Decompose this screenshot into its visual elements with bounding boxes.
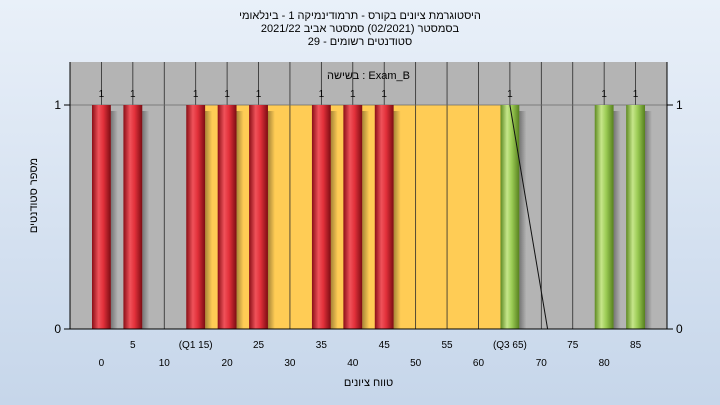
exam-annotation: בשישה : Exam_B xyxy=(327,70,410,82)
bar-value-label: 1 xyxy=(381,89,387,100)
bar-value-label: 1 xyxy=(319,89,325,100)
bar-shadow xyxy=(330,111,338,329)
bar xyxy=(500,105,520,329)
x-tick-label: 50 xyxy=(410,358,422,369)
x-tick-label: 40 xyxy=(347,358,359,369)
bar xyxy=(217,105,237,329)
bar-shadow xyxy=(362,111,370,329)
bar-shadow xyxy=(613,111,621,329)
bars xyxy=(91,105,653,329)
bar-shadow xyxy=(236,111,244,329)
bar-labels: 1 1 1 1 1 1 1 1 1 1 1 xyxy=(99,89,639,100)
bar-value-label: 1 xyxy=(130,89,136,100)
y-tick-label-right: 0 xyxy=(676,322,683,336)
y-tick-label-right: 1 xyxy=(676,98,683,112)
y-tick-label-left: 0 xyxy=(54,322,61,336)
x-tick-label: 30 xyxy=(284,358,296,369)
x-axis-label: טווח ציונים xyxy=(344,377,393,389)
bar-shadow xyxy=(645,111,653,329)
bar-value-label: 1 xyxy=(99,89,105,100)
trend-line xyxy=(509,104,549,330)
x-tick-label: 70 xyxy=(536,358,548,369)
bar-value-label: 1 xyxy=(193,89,199,100)
x-tick-label: 10 xyxy=(159,358,171,369)
chart-title: היסטוגרמת ציונים בקורס - תרמודינמיקה 1 -… xyxy=(0,10,720,49)
x-tick-label: 45 xyxy=(379,340,391,351)
bar-shadow xyxy=(142,111,150,329)
trend-line-group xyxy=(509,104,549,330)
x-tick-label: 20 xyxy=(222,358,234,369)
bar-shadow xyxy=(393,111,401,329)
bar-value-label: 1 xyxy=(224,89,230,100)
title-line-1: היסטוגרמת ציונים בקורס - תרמודינמיקה 1 -… xyxy=(239,10,481,22)
x-tick-label: 35 xyxy=(316,340,328,351)
bar-shadow xyxy=(205,111,213,329)
y-tick-label-left: 1 xyxy=(54,98,61,112)
title-line-3: סטודנטים רשומים - 29 xyxy=(307,36,413,48)
x-tick-label: 80 xyxy=(599,358,611,369)
bar xyxy=(343,105,363,329)
x-tick-label: 55 xyxy=(441,340,453,351)
title-line-2: בסמסטר (02/2021) סמסטר אביב 2021/22 xyxy=(260,23,460,35)
bar xyxy=(123,105,143,329)
x-tick-label: 60 xyxy=(473,358,485,369)
bar-value-label: 1 xyxy=(601,89,607,100)
bar xyxy=(249,105,268,329)
bar-shadow xyxy=(267,111,275,329)
bar-value-label: 1 xyxy=(633,89,639,100)
bar xyxy=(594,105,614,329)
bar xyxy=(186,105,206,329)
bar-shadow xyxy=(519,111,527,329)
x-tick-label: 25 xyxy=(253,340,265,351)
bar-value-label: 1 xyxy=(507,89,513,100)
x-tick-label: 85 xyxy=(630,340,642,351)
x-tick-label: (Q3 65) xyxy=(493,340,527,351)
bar xyxy=(311,105,331,329)
bar xyxy=(374,105,394,329)
x-tick-label: 75 xyxy=(567,340,579,351)
bar-value-label: 1 xyxy=(350,89,356,100)
x-tick-label: 5 xyxy=(130,340,136,351)
bar xyxy=(91,105,111,329)
x-tick-label: (Q1 15) xyxy=(179,340,213,351)
bar-value-label: 1 xyxy=(256,89,262,100)
x-tick-label: 0 xyxy=(99,358,105,369)
y-axis-label: מספר סטודנטים xyxy=(28,158,40,233)
bar-shadow xyxy=(110,111,118,329)
bar xyxy=(626,105,646,329)
